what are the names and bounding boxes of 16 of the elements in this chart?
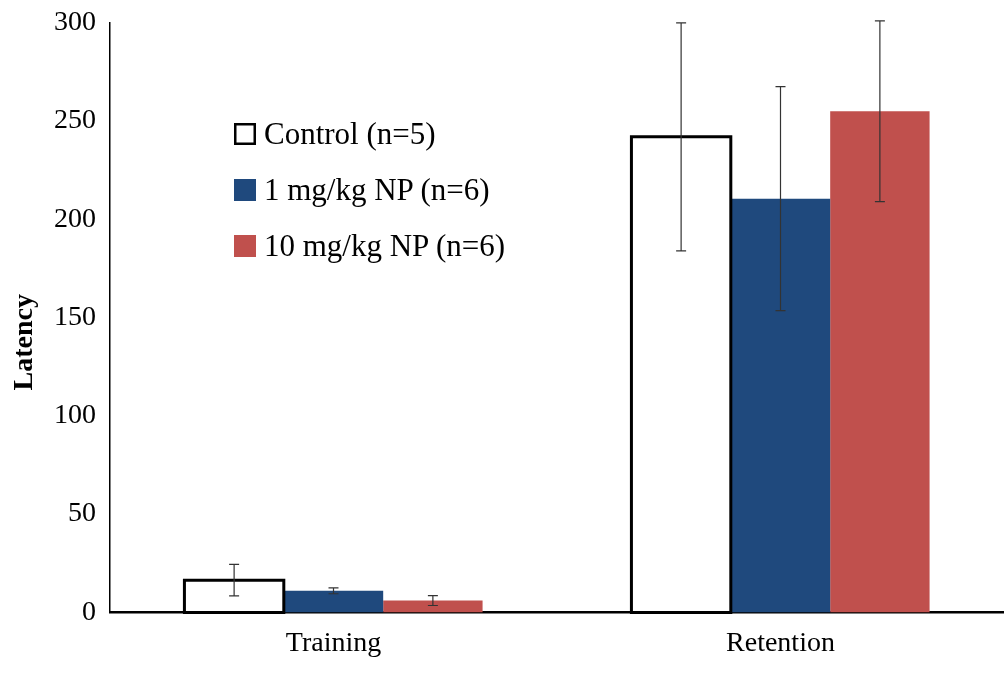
x-tick-label: Retention bbox=[726, 625, 835, 657]
y-tick-label: 100 bbox=[54, 398, 96, 430]
legend-label: 10 mg/kg NP (n=6) bbox=[264, 228, 506, 264]
y-tick-label: 250 bbox=[54, 103, 96, 135]
legend-label: 1 mg/kg NP (n=6) bbox=[264, 172, 490, 208]
legend-label: Control (n=5) bbox=[264, 116, 436, 152]
y-tick-label: 150 bbox=[54, 299, 96, 331]
y-tick-label: 50 bbox=[68, 496, 96, 528]
y-tick-label: 300 bbox=[54, 5, 96, 37]
bar bbox=[830, 111, 930, 613]
y-tick-label: 200 bbox=[54, 201, 96, 233]
bar bbox=[283, 590, 384, 613]
x-tick-label: Training bbox=[285, 625, 382, 657]
y-axis-title: Latency bbox=[7, 293, 39, 391]
y-tick-label: 0 bbox=[82, 594, 96, 626]
bar bbox=[383, 600, 483, 613]
